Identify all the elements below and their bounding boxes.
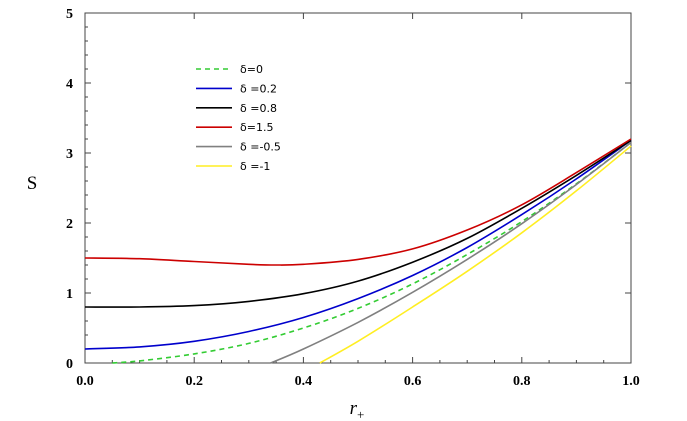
legend-label: δ =-1 — [240, 160, 270, 173]
axis-ticks: 0.0 0.2 0.4 0.6 0.8 1.0 0 1 2 3 4 5 — [66, 7, 640, 389]
y-tick-label: 0 — [66, 357, 73, 372]
x-axis-label-subscript: + — [357, 407, 364, 421]
x-axis-label: r+ — [350, 398, 365, 421]
legend-label: δ=0 — [240, 63, 263, 76]
y-axis-label: S — [27, 173, 38, 194]
legend-label: δ =0.2 — [240, 82, 277, 95]
legend-label: δ=1.5 — [240, 121, 273, 134]
x-axis-label-main: r — [350, 398, 358, 419]
x-tick-label: 1.0 — [622, 374, 640, 389]
y-tick-label: 1 — [66, 287, 73, 302]
x-tick-label: 0.8 — [513, 374, 531, 389]
series-line — [270, 141, 632, 364]
x-tick-label: 0.2 — [185, 374, 203, 389]
legend: δ=0 δ =0.2 δ =0.8 δ=1.5 δ =-0.5 δ =-1 — [196, 63, 281, 173]
y-tick-label: 5 — [66, 7, 73, 22]
series-line — [319, 145, 632, 364]
plot-frame — [84, 12, 632, 364]
series-line — [84, 138, 632, 266]
y-tick-label: 4 — [66, 77, 73, 92]
series-layer — [84, 138, 632, 364]
series-line — [112, 141, 632, 364]
x-tick-label: 0.0 — [76, 374, 94, 389]
y-tick-label: 3 — [66, 147, 73, 162]
x-tick-label: 0.6 — [404, 374, 422, 389]
plot-border — [84, 12, 632, 364]
series-line — [84, 139, 632, 308]
legend-label: δ =-0.5 — [240, 141, 281, 154]
legend-label: δ =0.8 — [240, 102, 277, 115]
y-tick-label: 2 — [66, 217, 73, 232]
series-line — [84, 139, 632, 350]
x-tick-label: 0.4 — [295, 374, 313, 389]
